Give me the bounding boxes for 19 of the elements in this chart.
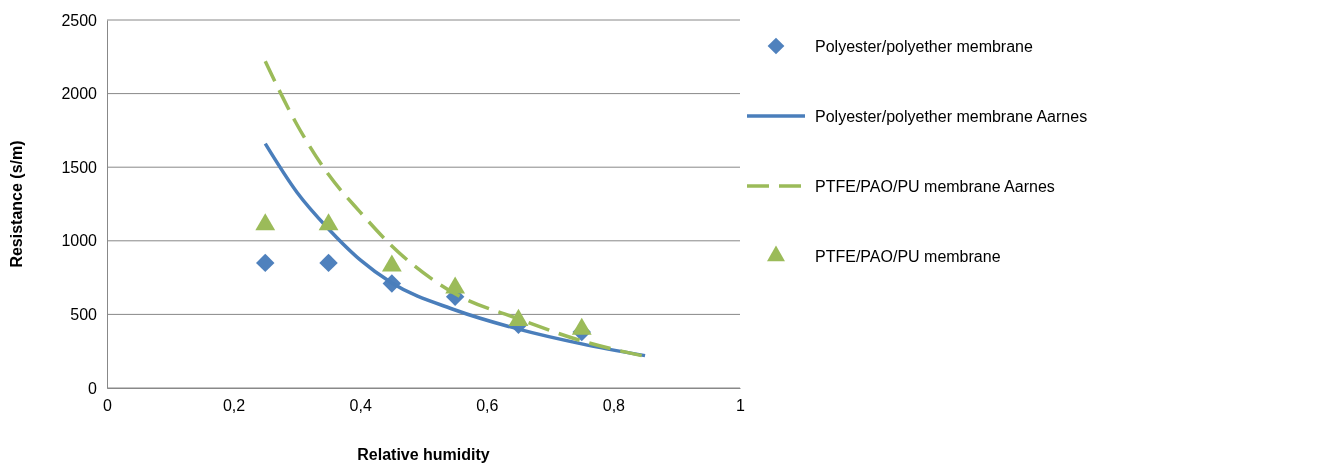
line-series (263, 141, 647, 358)
x-tick-label: 0,6 (476, 397, 499, 415)
x-tick-label: 0 (103, 397, 113, 415)
y-tick-label: 2500 (61, 11, 98, 29)
legend-label: Polyester/polyether membrane (815, 38, 1033, 55)
y-tick-label: 0 (88, 379, 98, 397)
legend-label: PTFE/PAO/PU membrane Aarnes (815, 178, 1055, 195)
x-axis-title: Relative humidity (357, 446, 490, 463)
legend-label: Polyester/polyether membrane Aarnes (815, 108, 1088, 125)
x-tick-label: 0,2 (222, 397, 246, 415)
legend-label: PTFE/PAO/PU membrane (815, 248, 1001, 265)
y-tick-label: 2000 (61, 85, 98, 103)
y-tick-label: 1000 (61, 232, 98, 250)
x-tick-label: 0,8 (602, 397, 626, 415)
x-tick-label: 1 (736, 397, 746, 415)
y-axis-title: Resistance (s/m) (8, 140, 25, 268)
y-tick-label: 500 (70, 306, 98, 324)
y-tick-label: 1500 (61, 158, 98, 176)
x-tick-label: 0,4 (349, 397, 372, 415)
